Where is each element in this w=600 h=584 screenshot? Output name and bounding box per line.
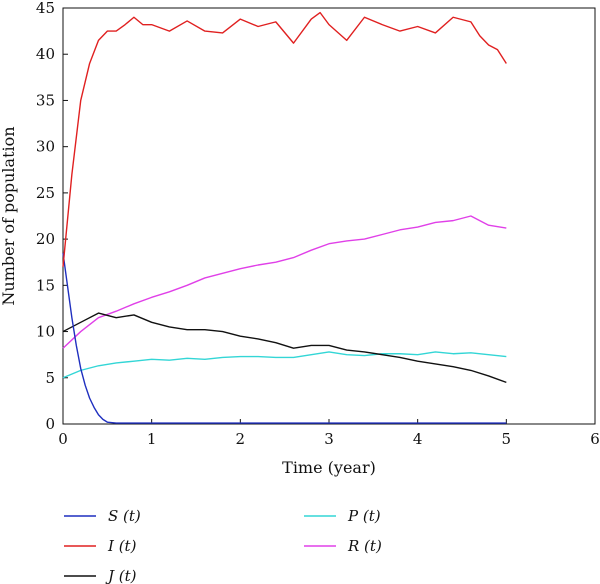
y-tick-label: 45 [36, 0, 55, 17]
x-tick-label: 1 [147, 430, 157, 448]
legend-label-r: R (t) [347, 537, 382, 555]
legend-label-p: P (t) [347, 507, 381, 525]
y-tick-label: 40 [36, 45, 55, 63]
y-tick-label: 10 [36, 323, 55, 341]
x-tick-label: 6 [590, 430, 600, 448]
x-axis-title: Time (year) [282, 458, 376, 477]
series-line-i [62, 11, 507, 267]
y-tick-label: 25 [36, 184, 55, 202]
y-axis-title: Number of population [0, 126, 18, 305]
legend-label-s: S (t) [108, 507, 141, 525]
legend-label-j: J (t) [105, 567, 137, 584]
y-tick-label: 30 [36, 138, 55, 156]
series-lines [62, 11, 507, 424]
series-line-s [62, 252, 507, 424]
y-tick-label: 5 [45, 369, 55, 387]
x-tick-label: 0 [58, 430, 68, 448]
x-tick-label: 5 [502, 430, 512, 448]
legend: S (t) I (t) J (t) P (t) R (t) [64, 507, 382, 584]
y-tick-label: 0 [45, 415, 55, 433]
y-tick-label: 15 [36, 276, 55, 294]
y-tick-label: 35 [36, 91, 55, 109]
series-line-j [62, 312, 507, 384]
x-tick-label: 3 [324, 430, 334, 448]
series-line-r [62, 215, 507, 349]
plot-frame [62, 7, 596, 425]
x-tick-label: 2 [236, 430, 246, 448]
x-tick-label: 4 [413, 430, 423, 448]
series-line-p [62, 351, 507, 379]
legend-label-i: I (t) [107, 537, 137, 555]
y-tick-label: 20 [36, 230, 55, 248]
